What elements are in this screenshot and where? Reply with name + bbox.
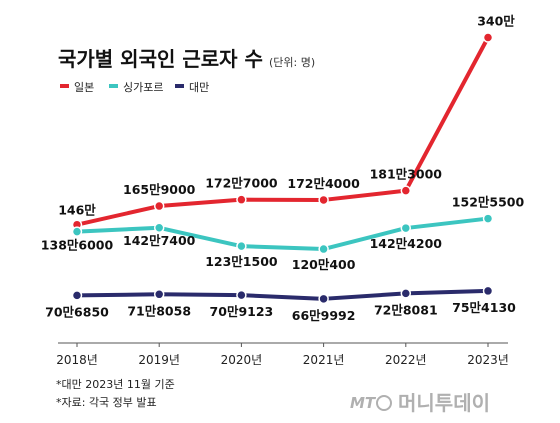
data-label-singapore: 120만400 <box>292 257 356 272</box>
series-line-japan <box>76 36 490 227</box>
data-label-taiwan: 72만8081 <box>374 302 438 317</box>
brand-mt: MT <box>350 394 377 412</box>
data-point-singapore <box>71 226 83 237</box>
x-tick-label: 2023년 <box>467 353 509 367</box>
x-tick-label: 2020년 <box>221 353 263 367</box>
data-label-singapore: 142만7400 <box>123 233 196 248</box>
brand-circle-icon <box>376 395 392 411</box>
x-tick-label: 2022년 <box>385 353 427 367</box>
data-label-japan: 146만 <box>58 203 96 218</box>
x-tick-label: 2021년 <box>303 353 345 367</box>
plot-area: 146만 165만9000 172만7000 172만4000 181만3000 340만… <box>41 14 525 323</box>
data-point-taiwan <box>400 288 412 299</box>
data-point-japan <box>400 185 412 196</box>
brand-name: 머니투데이 <box>398 391 490 415</box>
x-axis: 2018년 2019년 2020년 2021년 2022년 2023년 <box>56 343 509 367</box>
data-point-taiwan <box>482 285 494 297</box>
data-label-japan: 172만7000 <box>205 176 278 191</box>
data-point-singapore <box>153 222 165 234</box>
x-tick-label: 2018년 <box>56 353 98 367</box>
data-point-singapore <box>482 213 494 224</box>
data-label-singapore: 123만1500 <box>205 254 278 269</box>
data-point-singapore <box>318 243 329 255</box>
data-point-japan <box>236 194 247 205</box>
footnote-source: *자료: 각국 정부 발표 <box>56 396 157 409</box>
data-point-singapore <box>400 222 412 234</box>
legend: 일본 싱가포르 대만 <box>60 80 209 94</box>
data-label-taiwan: 70만9123 <box>210 304 274 319</box>
series-line-taiwan <box>76 288 489 301</box>
unit-note: (단위: 명) <box>269 56 315 69</box>
chart-title: 국가별 외국인 근로자 수 <box>58 47 263 71</box>
data-label-taiwan: 70만6850 <box>45 304 109 319</box>
data-label-japan: 181만3000 <box>370 167 443 182</box>
data-label-singapore: 152만5500 <box>452 195 525 210</box>
data-label-taiwan: 66만9992 <box>292 308 356 323</box>
footnote-taiwan-basis: *대만 2023년 11월 기준 <box>56 378 175 391</box>
legend-label-taiwan: 대만 <box>189 81 209 94</box>
legend-swatch-japan <box>60 84 69 88</box>
data-point-taiwan <box>71 290 83 301</box>
x-tick-label: 2019년 <box>138 353 180 367</box>
legend-swatch-singapore <box>109 84 118 88</box>
data-label-japan: 172만4000 <box>287 176 360 191</box>
data-label-japan: 165만9000 <box>123 182 196 197</box>
data-point-taiwan <box>153 289 165 300</box>
legend-swatch-taiwan <box>175 84 184 88</box>
data-label-singapore: 142만4200 <box>370 236 443 251</box>
data-label-singapore: 138만6000 <box>41 238 114 253</box>
data-label-japan: 340만 <box>477 14 515 29</box>
legend-label-japan: 일본 <box>74 80 94 94</box>
legend-label-singapore: 싱가포르 <box>123 81 163 94</box>
data-point-taiwan <box>236 289 247 301</box>
legend-item-japan: 일본 <box>60 80 94 94</box>
data-label-taiwan: 75만4130 <box>452 300 516 315</box>
data-point-singapore <box>236 240 247 252</box>
brand-logo: MT 머니투데이 <box>350 391 490 415</box>
data-point-japan <box>318 194 329 206</box>
legend-item-taiwan: 대만 <box>175 81 209 94</box>
data-label-taiwan: 71만8058 <box>127 303 191 318</box>
data-point-taiwan <box>318 293 329 305</box>
legend-item-singapore: 싱가포르 <box>109 81 163 94</box>
data-point-japan <box>482 32 494 43</box>
series-line-singapore <box>76 216 489 252</box>
data-point-japan <box>153 200 165 212</box>
